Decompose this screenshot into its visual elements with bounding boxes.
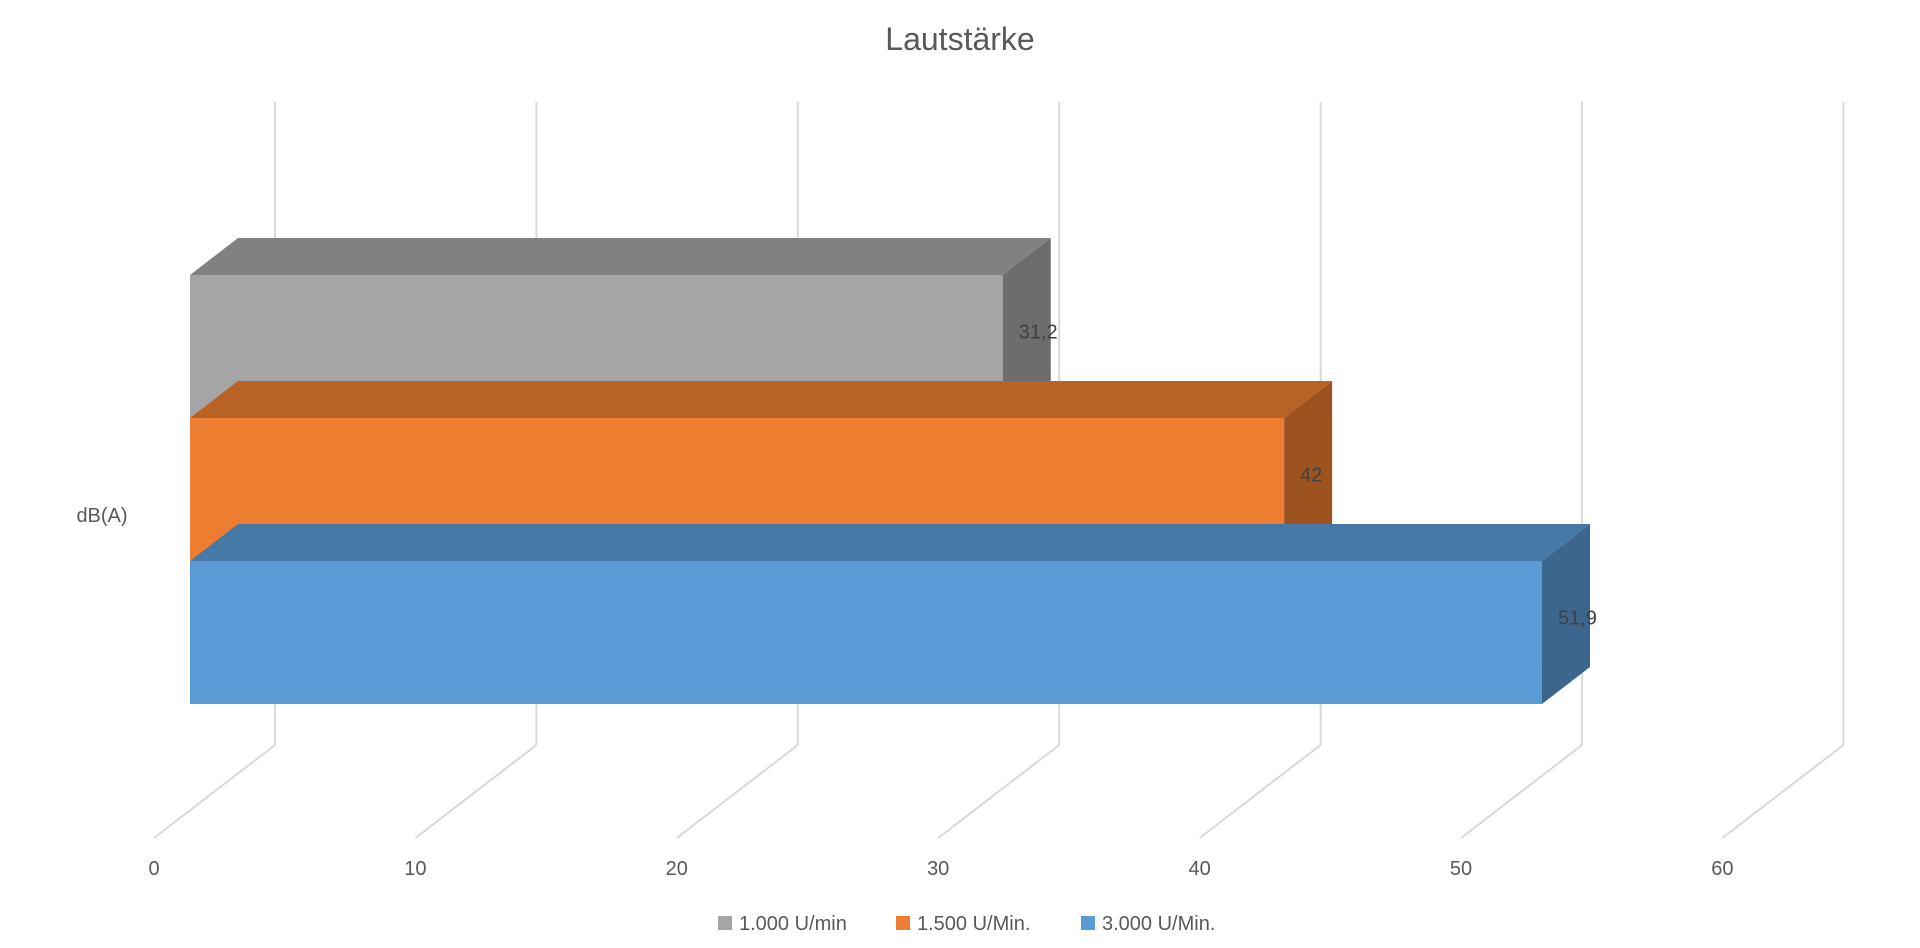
bar-side-face (1002, 238, 1051, 418)
legend-label: 1.000 U/min (739, 913, 847, 935)
gridline-floor (1721, 744, 1845, 839)
gridline-floor (1198, 744, 1322, 839)
category-label: dB(A) (76, 505, 127, 527)
bar (190, 524, 1590, 704)
legend-item: 1.000 U/min (718, 913, 847, 935)
bar-top-face (190, 524, 1590, 561)
bar-front-face (190, 561, 1542, 704)
bars (190, 238, 1590, 704)
x-tick-label: 30 (927, 858, 949, 880)
legend-label: 3.000 U/Min. (1102, 913, 1215, 935)
x-axis-ticks: 0 10 20 30 40 50 60 (148, 858, 1733, 880)
legend-item: 3.000 U/Min. (1081, 913, 1215, 935)
legend-swatch (718, 916, 732, 930)
gridline-floor (676, 744, 799, 839)
x-tick-label: 10 (404, 858, 426, 880)
data-label: 31,2 (1019, 322, 1058, 344)
x-tick-label: 50 (1450, 858, 1472, 880)
gridline-floor (414, 744, 538, 839)
data-label: 42 (1300, 465, 1322, 487)
legend-swatch (1081, 916, 1095, 930)
x-tick-label: 40 (1188, 858, 1210, 880)
legend-item: 1.500 U/Min. (896, 913, 1030, 935)
x-tick-label: 0 (148, 858, 159, 880)
gridline-floor (1460, 744, 1583, 839)
data-labels: 31,2 42 51,9 (1019, 322, 1597, 630)
legend-swatch (896, 916, 910, 930)
data-label: 51,9 (1558, 608, 1597, 630)
bar-top-face (190, 381, 1333, 418)
gridline-floor (153, 744, 276, 839)
gridline-floor (937, 744, 1060, 839)
chart-title: Lautstärke (885, 21, 1034, 57)
bar-top-face (190, 238, 1051, 275)
bar-side-face (1284, 381, 1333, 561)
bar-side-face (1541, 524, 1590, 704)
x-tick-label: 60 (1711, 858, 1733, 880)
legend: 1.000 U/min 1.500 U/Min. 3.000 U/Min. (718, 913, 1215, 935)
x-tick-label: 20 (666, 858, 688, 880)
legend-label: 1.500 U/Min. (917, 913, 1030, 935)
